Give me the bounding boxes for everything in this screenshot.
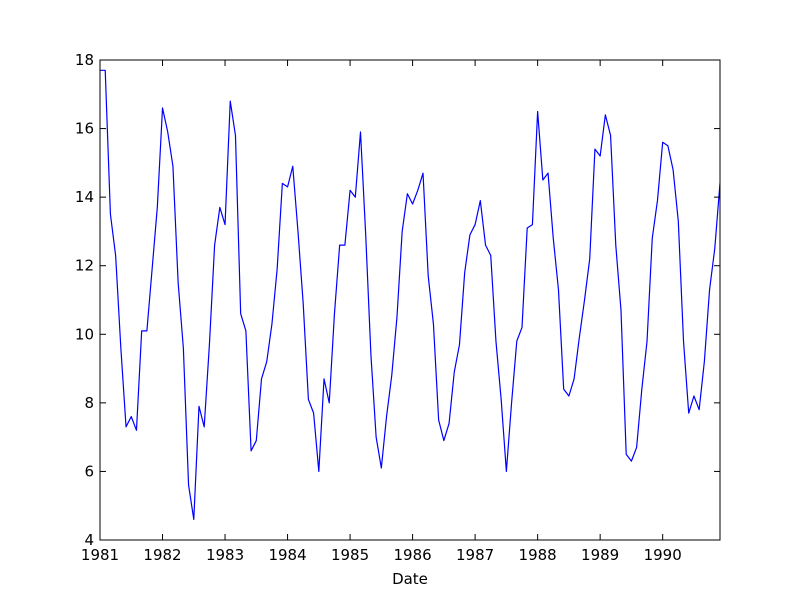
y-tick-label: 8 [84, 394, 94, 412]
x-tick-label: 1989 [581, 546, 619, 564]
y-tick-label: 6 [84, 462, 94, 480]
plot-frame [99, 59, 721, 541]
x-tick-label: 1985 [331, 546, 369, 564]
y-tick-label: 14 [75, 188, 94, 206]
series-line [100, 69, 721, 521]
y-tick-label: 16 [75, 120, 94, 138]
x-tick-label: 1986 [394, 546, 432, 564]
series-layer [100, 69, 721, 521]
x-tick-label: 1982 [143, 546, 181, 564]
y-tick-label: 12 [75, 257, 94, 275]
y-tick-label: 10 [75, 325, 94, 343]
x-tick-label: 1987 [456, 546, 494, 564]
y-tick-label: 4 [84, 531, 94, 549]
x-tick-label: 1984 [268, 546, 306, 564]
x-tick-label: 1983 [206, 546, 244, 564]
x-axis-label: Date [392, 570, 428, 588]
plot-area-background [100, 60, 720, 540]
x-tick-label: 1988 [519, 546, 557, 564]
tick-labels-layer: 1981 1982 1983 1984 1985 1986 1987 1988 1989 1990… [75, 51, 682, 564]
x-tick-label: 1990 [644, 546, 682, 564]
y-tick-label: 18 [75, 51, 94, 69]
x-tick-label: 1981 [81, 546, 119, 564]
